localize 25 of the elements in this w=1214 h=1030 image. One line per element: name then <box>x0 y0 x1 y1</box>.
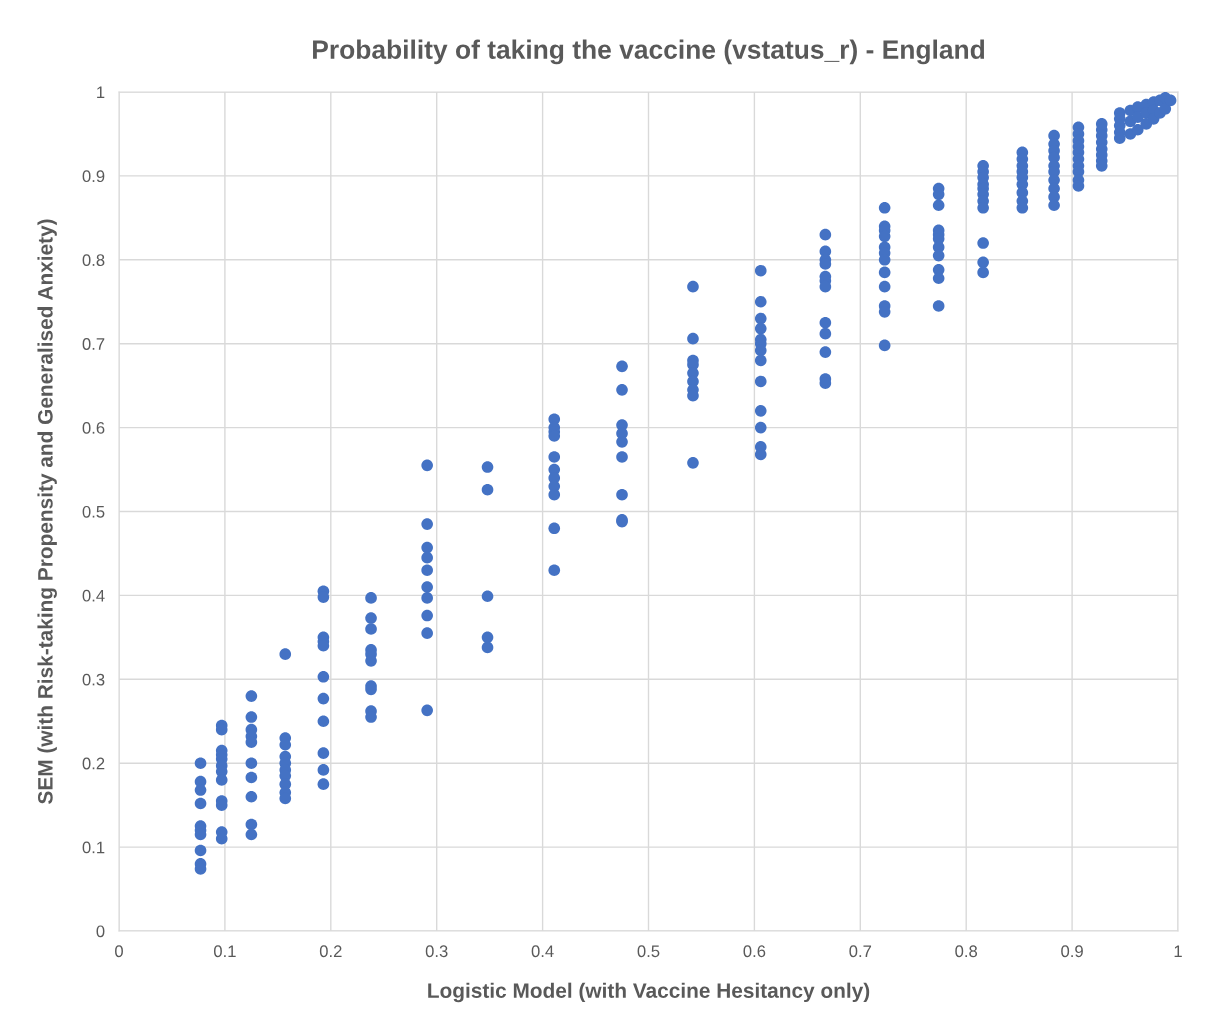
x-tick-label: 0.2 <box>319 945 342 958</box>
x-tick-label: 0.1 <box>213 945 236 958</box>
x-tick-label: 0 <box>115 945 123 958</box>
y-tick-label: 0.2 <box>82 757 105 770</box>
y-tick-label: 0.8 <box>82 254 105 266</box>
y-tick-label: 0.6 <box>82 422 105 434</box>
y-tick-label: 0.5 <box>82 505 105 518</box>
x-tick-label: 0.8 <box>955 945 978 958</box>
y-tick-label: 0.3 <box>82 673 105 686</box>
chart-title: Probability of taking the vaccine (vstatus_r) - England <box>313 39 985 65</box>
x-tick-label: 0.3 <box>425 945 448 958</box>
x-tick-label: 0.6 <box>743 945 766 958</box>
x-tick-label: 0.4 <box>531 945 554 958</box>
x-tick-label: 1 <box>1174 945 1182 957</box>
y-tick-label: 0 <box>96 925 105 938</box>
y-tick-label: 0.1 <box>82 841 105 854</box>
y-tick-label: 1 <box>97 86 105 99</box>
y-axis-title: SEM (with Risk-taking Propensity and Generalised Anxiety) <box>37 219 57 804</box>
x-tick-label: 0.9 <box>1061 945 1083 958</box>
y-tick-label: 0.4 <box>82 589 105 602</box>
x-tick-label: 0.5 <box>637 945 660 958</box>
y-tick-label: 0.7 <box>82 338 105 350</box>
y-tick-label: 0.9 <box>82 170 105 183</box>
x-axis-title: Logistic Model (with Vaccine Hesitancy only) <box>428 982 870 1003</box>
x-tick-label: 0.7 <box>849 945 872 958</box>
